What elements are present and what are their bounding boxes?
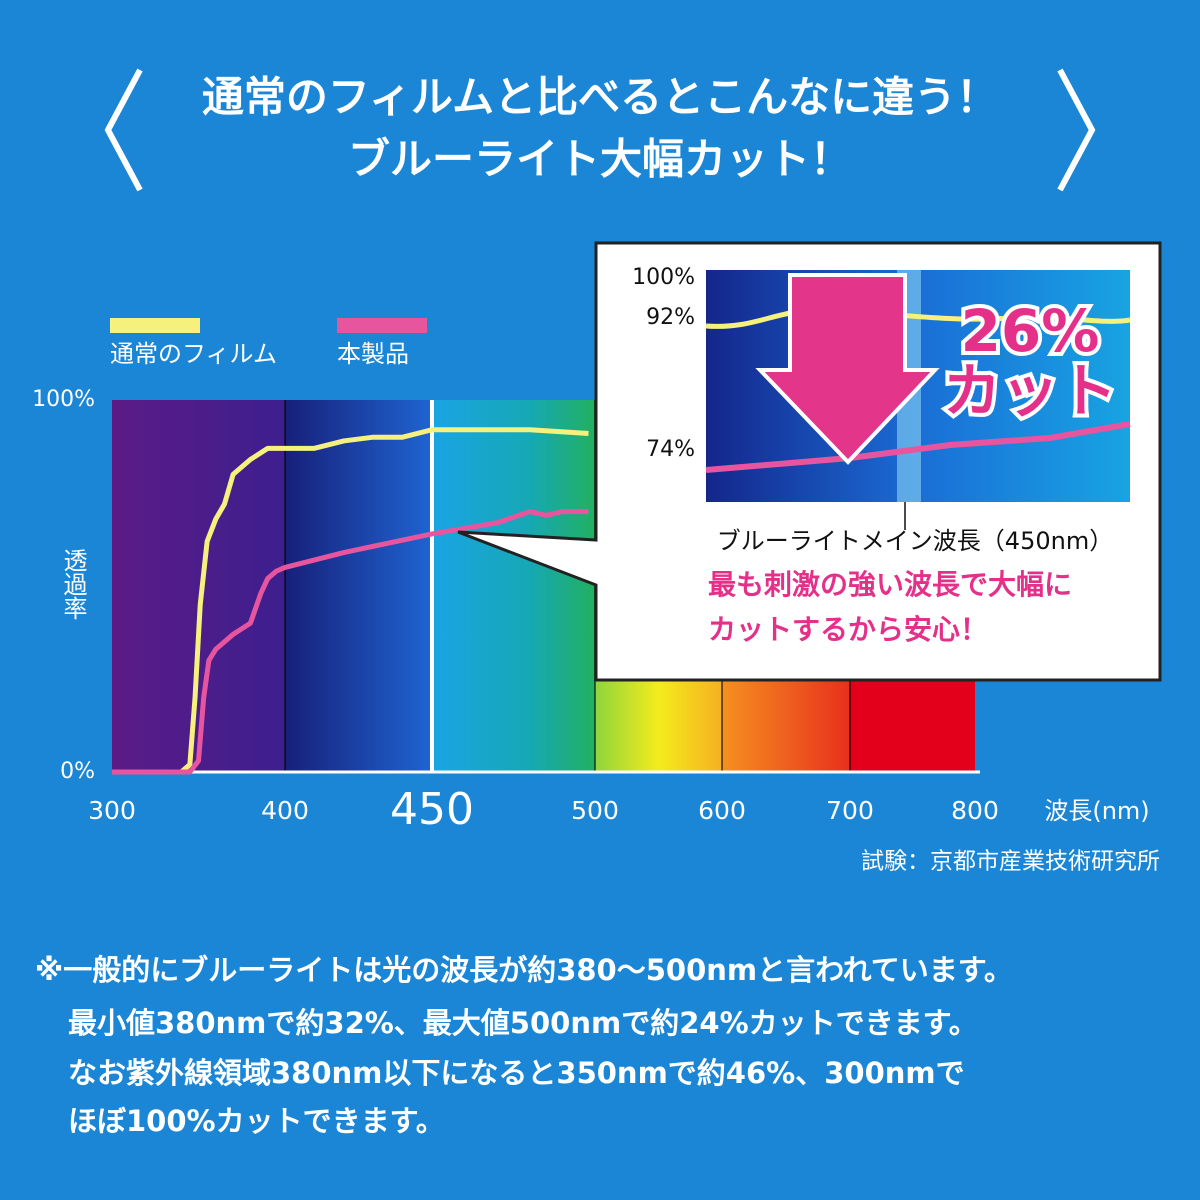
legend-label: 本製品 [337, 340, 409, 368]
note: ※一般的にブルーライトは光の波長が約380〜500nmと言われています。 [35, 953, 1013, 987]
series-line [112, 509, 589, 775]
message: カットするから安心！ [708, 613, 988, 646]
callout: カット [943, 357, 1117, 425]
band [285, 400, 432, 772]
inset-label: 100% [632, 265, 695, 290]
series-line [112, 427, 589, 775]
x-tick-label: 500 [571, 796, 619, 825]
x-tick-label: 450 [390, 784, 474, 835]
y-tick-label: 100% [32, 387, 95, 412]
inset-line [705, 306, 1131, 329]
note: 最小値380nmで約32%、最大値500nmで約24%カットできます。 [68, 1006, 978, 1040]
message: 最も刺激の強い波長で大幅に [708, 568, 1072, 601]
x-tick-label: 400 [261, 796, 309, 825]
note: ほぼ100%カットできます。 [68, 1104, 445, 1138]
inset: 100% 92% 74% 26% カット ブルーライトメイン波長（450nm） … [457, 241, 1162, 682]
caption: ブルーライトメイン波長（450nm） [717, 527, 1113, 555]
inset-line [705, 421, 1131, 473]
callout: 26% [961, 297, 1100, 365]
x-tick-label: 600 [698, 796, 746, 825]
bracket-right [1057, 68, 1096, 192]
x-tick-label: 800 [951, 796, 999, 825]
headline: ブルーライト大幅カット！ [348, 135, 852, 184]
legend-swatch [110, 318, 200, 333]
band [432, 400, 595, 772]
x-tick-label: 300 [88, 796, 136, 825]
note: なお紫外線領域380nm以下になると350nmで約46%、300nmで [68, 1056, 965, 1090]
band [112, 400, 285, 772]
y-axis-label: 透過率 [59, 548, 87, 620]
legend-label: 通常のフィルム [110, 340, 277, 368]
inset-label: 92% [646, 305, 695, 330]
headline: 通常のフィルムと比べるとこんなに違う！ [202, 73, 998, 122]
inset-label: 74% [646, 437, 695, 462]
y-tick-label: 0% [60, 759, 95, 784]
down-arrow [755, 273, 940, 465]
x-tick-label: 700 [826, 796, 874, 825]
source: 試験：京都市産業技術研究所 [861, 849, 1160, 875]
bracket-left [104, 68, 143, 192]
legend-swatch [337, 318, 427, 333]
x-axis-label: 波長(nm) [1044, 797, 1149, 825]
